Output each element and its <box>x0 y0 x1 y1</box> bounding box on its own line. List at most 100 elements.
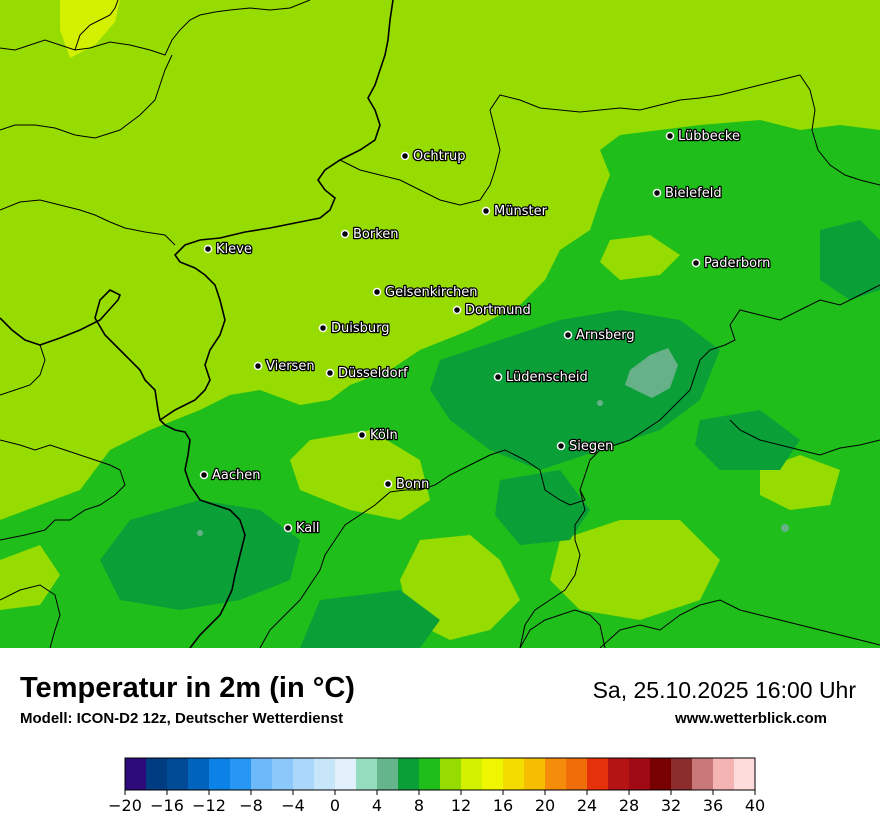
colorbar-swatch <box>272 758 294 790</box>
city-dot <box>400 151 410 161</box>
city-label-siegen: Siegen <box>569 439 613 454</box>
colorbar-swatch <box>503 758 525 790</box>
colorbar-tick-label: 32 <box>661 796 681 815</box>
colorbar-swatch <box>629 758 651 790</box>
city-label-gelsenkirchen: Gelsenkirchen <box>385 285 478 300</box>
colorbar-swatch <box>398 758 420 790</box>
city-dot <box>691 258 701 268</box>
city-label-kall: Kall <box>296 521 320 536</box>
city-label-koeln: Köln <box>370 428 398 443</box>
colorbar-swatch <box>608 758 630 790</box>
temp-field-10-pocket <box>550 520 720 620</box>
city-dot <box>318 323 328 333</box>
city-label-arnsberg: Arnsberg <box>576 328 635 343</box>
state-border <box>389 284 880 506</box>
state-border <box>74 0 119 51</box>
state-border <box>599 599 880 648</box>
colorbar-swatch <box>713 758 735 790</box>
city-label-kleve: Kleve <box>216 242 252 257</box>
temp-field-6 <box>100 500 300 610</box>
city-dot <box>556 441 566 451</box>
colorbar-tick-label: −16 <box>150 796 184 815</box>
colorbar-swatch <box>230 758 252 790</box>
colorbar-swatch <box>335 758 357 790</box>
city-marker-borken: Borken <box>340 226 400 243</box>
city-label-aachen: Aachen <box>212 468 260 483</box>
colorbar-swatch <box>524 758 546 790</box>
state-border <box>0 344 46 396</box>
state-border <box>519 489 586 648</box>
city-marker-siegen: Siegen <box>556 438 615 455</box>
city-dot <box>652 188 662 198</box>
colorbar-tick-label: 16 <box>493 796 513 815</box>
state-border <box>799 74 880 186</box>
city-label-muenster: Münster <box>494 204 548 219</box>
city-dot <box>383 479 393 489</box>
temp-field-4 <box>625 348 678 398</box>
state-border <box>0 54 173 139</box>
colorbar-tick-label: 20 <box>535 796 555 815</box>
city-marker-duesseldorf: Düsseldorf <box>325 365 409 382</box>
temperature-colorbar: −20 −16 −12 −8 −4 0 4 8 12 16 20 24 28 32 36 40 <box>108 757 765 815</box>
colorbar-tick-label: −12 <box>192 796 226 815</box>
temperature-map: Lübbecke Ochtrup Bielefeld Münster Borken Kle… <box>0 0 880 648</box>
colorbar-swatch <box>167 758 189 790</box>
city-marker-ochtrup: Ochtrup <box>400 148 467 165</box>
colorbar-tick-label: −20 <box>108 796 142 815</box>
colorbar-swatch <box>440 758 462 790</box>
city-marker-luebbecke: Lübbecke <box>665 128 741 145</box>
colorbar-swatch <box>146 758 168 790</box>
city-label-luedenscheid: Lüdenscheid <box>506 370 588 385</box>
colorbar-tick-label: 40 <box>745 796 765 815</box>
colorbar-swatch <box>461 758 483 790</box>
temp-field-6 <box>820 220 880 300</box>
colorbar-frame <box>124 757 756 791</box>
colorbar-swatch <box>419 758 441 790</box>
city-marker-viersen: Viersen <box>253 358 316 375</box>
temp-field-6 <box>695 410 800 470</box>
city-dot <box>357 430 367 440</box>
colorbar-swatch <box>188 758 210 790</box>
colorbar-tick-label: −8 <box>239 796 263 815</box>
city-marker-bonn: Bonn <box>383 476 431 493</box>
colorbar-swatch <box>377 758 399 790</box>
colorbar-swatch <box>251 758 273 790</box>
city-label-dortmund: Dortmund <box>465 303 531 318</box>
colorbar-tick-label: 28 <box>619 796 639 815</box>
city-dot <box>340 229 350 239</box>
city-label-luebbecke: Lübbecke <box>678 129 740 144</box>
colorbar-swatch <box>209 758 231 790</box>
colorbar-tick-label: 0 <box>330 796 340 815</box>
colorbar-tick-label: 4 <box>372 796 382 815</box>
colorbar-tick-label: 24 <box>577 796 597 815</box>
city-label-duisburg: Duisburg <box>331 321 390 336</box>
state-border <box>0 199 176 246</box>
colorbar-tick-label: 12 <box>451 796 471 815</box>
temp-field-6 <box>300 590 440 648</box>
temp-field-4 <box>781 524 789 532</box>
colorbar-ticks: −20 −16 −12 −8 −4 0 4 8 12 16 20 24 28 32 36 40 <box>108 790 765 815</box>
colorbar-swatch <box>566 758 588 790</box>
city-dot <box>203 244 213 254</box>
temp-field-6 <box>430 310 720 470</box>
state-border <box>0 439 126 541</box>
colorbar-swatch <box>545 758 567 790</box>
colorbar-swatch <box>314 758 336 790</box>
city-marker-bielefeld: Bielefeld <box>652 185 723 202</box>
city-marker-aachen: Aachen <box>199 467 262 484</box>
city-dot <box>283 523 293 533</box>
city-marker-gelsenkirchen: Gelsenkirchen <box>372 284 479 301</box>
state-border <box>729 419 880 456</box>
temp-field-10-pocket <box>290 430 430 520</box>
city-marker-paderborn: Paderborn <box>691 255 772 272</box>
temp-field-4 <box>197 530 203 536</box>
city-marker-kleve: Kleve <box>203 241 253 258</box>
city-marker-dortmund: Dortmund <box>452 302 532 319</box>
city-dot <box>493 372 503 382</box>
city-dot <box>563 330 573 340</box>
city-dot <box>253 361 263 371</box>
temp-field-4 <box>597 400 603 406</box>
website-link[interactable]: www.wetterblick.com <box>675 710 827 727</box>
city-label-bonn: Bonn <box>396 477 429 492</box>
city-dot <box>452 305 462 315</box>
